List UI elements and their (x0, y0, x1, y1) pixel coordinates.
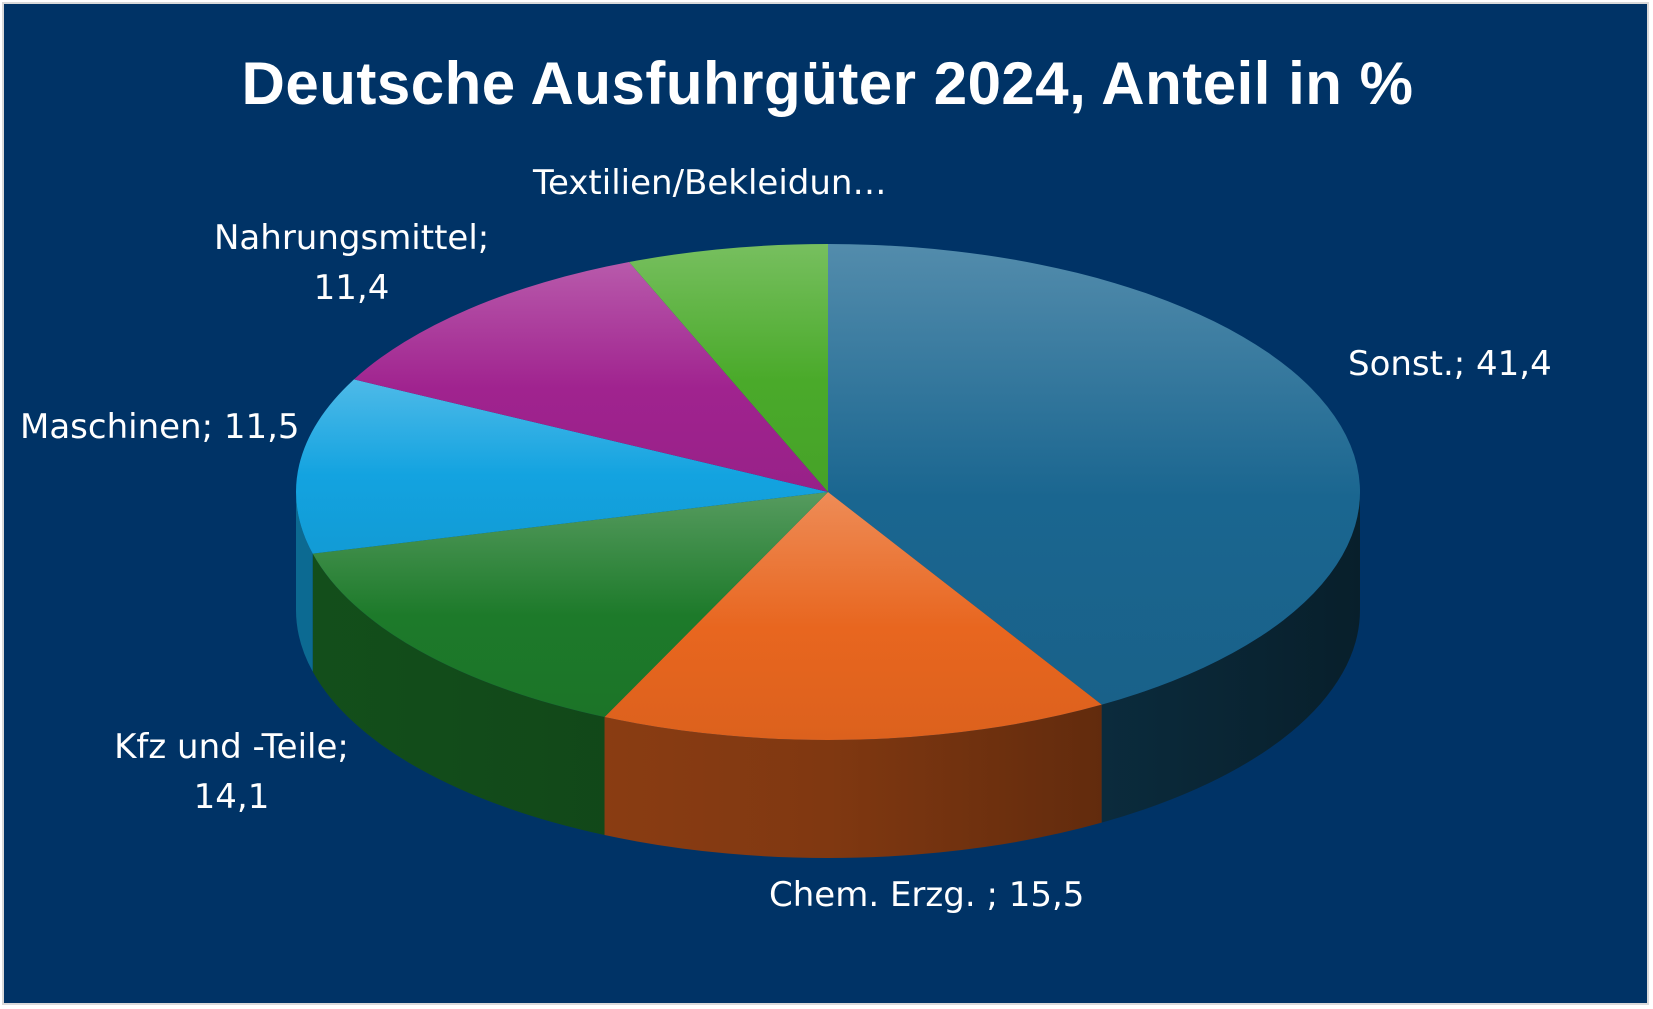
pie-slice-textilien-bekleidung (629, 244, 828, 492)
slice-label-chem: Chem. Erzg. ; 15,5 (769, 875, 1085, 915)
pie-slice-sonst- (828, 244, 1360, 705)
pie-chart (296, 244, 1360, 858)
slice-label-maschinen: Maschinen; 11,5 (20, 407, 300, 447)
pie-slice-chem-erzg- (604, 492, 1102, 740)
pie-sides (296, 492, 1360, 858)
pie-slice-maschinen (296, 379, 829, 554)
pie-tops (296, 244, 1360, 740)
pie-slice-nahrungsmittel (353, 261, 828, 492)
pie-side-sonst- (1101, 492, 1360, 823)
slice-label-nahrungsmittel: Nahrungsmittel; 11,4 (214, 218, 490, 308)
pie-side-chem-erzg- (604, 704, 1102, 858)
chart-title: Deutsche Ausfuhrgüter 2024, Anteil in % (241, 50, 1414, 117)
pie-side-maschinen (296, 492, 313, 672)
pie-slice-kfz-und-teile (312, 492, 828, 718)
slice-label-kfz: Kfz und -Teile; 14,1 (114, 727, 349, 817)
pie-side-kfz-und-teile (312, 553, 605, 836)
slice-label-textilien: Textilien/Bekleidun… (533, 163, 887, 203)
slice-label-sonst: Sonst.; 41,4 (1348, 344, 1552, 384)
